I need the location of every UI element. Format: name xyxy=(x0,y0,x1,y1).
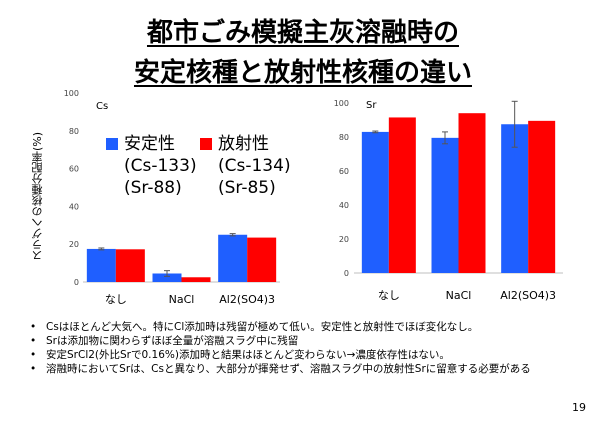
legend-row-iso1: (Cs-133) (Cs-134) xyxy=(106,155,294,177)
y-tick-label: 0 xyxy=(74,278,79,287)
legend-radioactive: 放射性 xyxy=(200,133,294,155)
x-category-label: Al2(SO4)3 xyxy=(500,289,556,302)
panel-label: Cs xyxy=(96,101,108,112)
x-category-label: Al2(SO4)3 xyxy=(219,293,275,306)
bar xyxy=(528,120,556,273)
bar xyxy=(458,113,486,273)
bullet-item: 安定SrCl2(外比Srで0.16%)添加時と結果はほとんど変わらない→濃度依存… xyxy=(26,348,571,362)
y-tick-label: 20 xyxy=(339,235,349,244)
y-tick-label: 20 xyxy=(69,240,79,249)
x-category-label: NaCl xyxy=(169,293,195,306)
legend-row-labels: 安定性 放射性 xyxy=(106,133,294,155)
legend: 安定性 放射性 (Cs-133) (Cs-134) (Sr-88) (Sr-85… xyxy=(106,133,294,199)
slide-title-line2: 安定核種と放射性核種の違い xyxy=(133,58,472,88)
bar xyxy=(361,131,389,273)
page-number: 19 xyxy=(572,401,586,414)
legend-row-iso2: (Sr-88) (Sr-85) xyxy=(106,177,294,199)
bullet-item: Csはほとんど大気へ。特にCl添加時は残留が極めて低い。安定性と放射性でほぼ変化… xyxy=(26,320,571,334)
bar xyxy=(115,249,145,282)
y-tick-label: 80 xyxy=(339,133,349,142)
bar xyxy=(431,137,459,273)
x-category-label: NaCl xyxy=(446,289,472,302)
legend-radioactive-swatch xyxy=(200,138,212,150)
x-category-label: なし xyxy=(378,289,400,302)
legend-radioactive-label: 放射性 xyxy=(218,134,269,154)
legend-radio-iso1: (Cs-134) xyxy=(218,156,291,176)
bar xyxy=(218,234,248,282)
bullet-item: Srは添加物に関わらずほぼ全量が溶融スラグ中に残留 xyxy=(26,334,571,348)
bullet-list: Csはほとんど大気へ。特にCl添加時は残留が極めて低い。安定性と放射性でほぼ変化… xyxy=(26,320,571,376)
bullet-item: 溶融時においてSrは、Csと異なり、大部分が揮発せず、溶融スラグ中の放射性Srに… xyxy=(26,362,571,376)
bar xyxy=(388,117,416,273)
bar xyxy=(501,124,529,273)
y-tick-label: 60 xyxy=(339,167,349,176)
y-tick-label: 100 xyxy=(64,89,79,98)
bar xyxy=(152,273,182,282)
legend-radio-iso2: (Sr-85) xyxy=(218,178,276,198)
bar xyxy=(86,248,116,282)
y-tick-label: 60 xyxy=(69,165,79,174)
panel-label: Sr xyxy=(366,100,377,111)
x-category-label: なし xyxy=(105,293,127,306)
legend-stable-iso1: (Cs-133) xyxy=(124,156,197,176)
legend-stable-label: 安定性 xyxy=(124,134,175,154)
bar xyxy=(181,277,211,282)
legend-stable: 安定性 xyxy=(106,133,200,155)
y-tick-label: 80 xyxy=(69,127,79,136)
bar xyxy=(247,237,277,282)
slide-title-line1: 都市ごみ模擬主灰溶融時の xyxy=(146,18,459,48)
y-tick-label: 0 xyxy=(344,269,349,278)
y-tick-label: 100 xyxy=(334,99,349,108)
y-tick-label: 40 xyxy=(69,202,79,211)
legend-stable-swatch xyxy=(106,138,118,150)
legend-stable-iso2: (Sr-88) xyxy=(124,178,182,198)
y-tick-label: 40 xyxy=(339,201,349,210)
y-axis-label: スラグへの核種分配率(%) xyxy=(31,132,44,262)
